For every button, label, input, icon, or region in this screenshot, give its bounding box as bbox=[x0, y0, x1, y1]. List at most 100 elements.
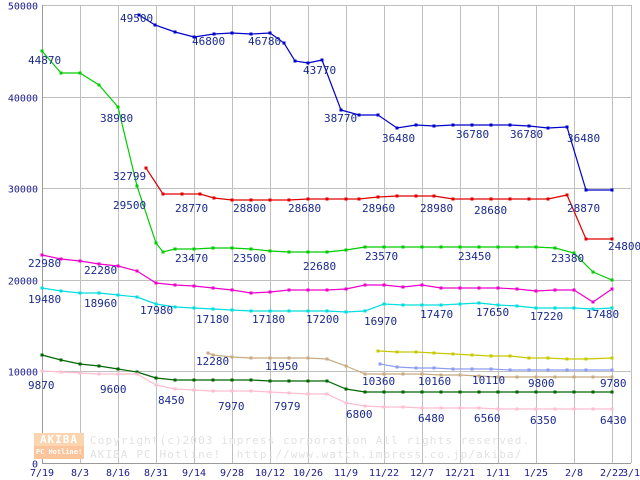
series-marker-red bbox=[565, 193, 569, 197]
data-label: 9800 bbox=[528, 377, 555, 390]
series-marker-cyan bbox=[401, 303, 405, 307]
x-axis-tick-labels: 7/19 8/3 8/16 8/31 9/14 9/28 10/12 10/26 11/9 11/… bbox=[30, 468, 640, 479]
akiba-logo-secondary-text: PC Hotline! bbox=[35, 448, 83, 456]
data-label: 22280 bbox=[84, 264, 117, 277]
data-label: 6480 bbox=[418, 412, 445, 425]
data-label: 28870 bbox=[567, 202, 600, 215]
series-marker-tan bbox=[306, 356, 310, 360]
series-marker-green bbox=[78, 71, 82, 75]
series-marker-blue bbox=[212, 32, 216, 36]
series-marker-periwinkle bbox=[414, 366, 418, 370]
series-marker-pink bbox=[420, 406, 424, 410]
series-marker-cyan bbox=[344, 310, 348, 314]
series-marker-red bbox=[584, 237, 588, 241]
series-marker-red bbox=[376, 195, 380, 199]
series-marker-green bbox=[344, 248, 348, 252]
series-marker-magenta bbox=[116, 264, 120, 268]
series-marker-olive bbox=[395, 350, 399, 354]
series-marker-darkgreen bbox=[515, 390, 519, 394]
series-marker-magenta bbox=[78, 259, 82, 263]
data-label: 9600 bbox=[100, 383, 127, 396]
series-marker-pink bbox=[477, 406, 481, 410]
series-marker-green bbox=[211, 246, 215, 250]
series-marker-blue bbox=[527, 124, 531, 128]
series-marker-magenta bbox=[325, 288, 329, 292]
series-marker-cyan bbox=[173, 305, 177, 309]
data-label: 17480 bbox=[586, 308, 619, 321]
series-line-red bbox=[145, 167, 612, 240]
series-marker-blue bbox=[508, 123, 512, 127]
series-marker-magenta bbox=[211, 286, 215, 290]
series-marker-cyan bbox=[591, 307, 595, 311]
series-marker-blue bbox=[489, 123, 493, 127]
series-marker-blue bbox=[173, 30, 177, 34]
series-marker-cyan bbox=[287, 309, 291, 313]
series-marker-olive bbox=[489, 354, 493, 358]
series-marker-red bbox=[344, 197, 348, 201]
data-label: 6560 bbox=[474, 412, 501, 425]
series-marker-darkgreen bbox=[401, 390, 405, 394]
series-marker-red bbox=[432, 194, 436, 198]
series-marker-pink bbox=[534, 407, 538, 411]
series-marker-magenta bbox=[135, 269, 139, 273]
series-marker-darkgreen bbox=[477, 390, 481, 394]
series-marker-red bbox=[198, 192, 202, 196]
series-marker-darkgreen bbox=[534, 390, 538, 394]
data-label: 38770 bbox=[324, 112, 357, 125]
series-marker-olive bbox=[414, 350, 418, 354]
data-label: 17180 bbox=[252, 313, 285, 326]
series-marker-green bbox=[572, 251, 576, 255]
series-marker-magenta bbox=[230, 288, 234, 292]
series-marker-darkgreen bbox=[610, 390, 614, 394]
data-label: 17650 bbox=[476, 306, 509, 319]
series-marker-periwinkle bbox=[546, 368, 550, 372]
series-marker-periwinkle bbox=[489, 367, 493, 371]
series-marker-darkgreen bbox=[439, 390, 443, 394]
series-marker-periwinkle bbox=[451, 367, 455, 371]
series-marker-magenta bbox=[477, 286, 481, 290]
series-marker-darkgreen bbox=[306, 379, 310, 383]
series-marker-tan bbox=[344, 364, 348, 368]
series-marker-pink bbox=[192, 388, 196, 392]
series-marker-pink bbox=[325, 392, 329, 396]
series-marker-cyan bbox=[211, 307, 215, 311]
series-marker-tan bbox=[230, 355, 234, 359]
series-marker-magenta bbox=[344, 287, 348, 291]
akiba-logo-top: AKIBA bbox=[34, 433, 84, 446]
series-marker-red bbox=[451, 197, 455, 201]
series-marker-darkgreen bbox=[325, 379, 329, 383]
x-tick-label: 8/31 bbox=[144, 468, 168, 479]
series-marker-cyan bbox=[78, 291, 82, 295]
series-marker-pink bbox=[382, 405, 386, 409]
data-label: 43770 bbox=[303, 64, 336, 77]
series-marker-cyan bbox=[496, 303, 500, 307]
series-marker-blue bbox=[546, 126, 550, 130]
akiba-logo-bottom: PC Hotline! bbox=[34, 446, 84, 459]
series-marker-periwinkle bbox=[610, 368, 614, 372]
series-marker-magenta bbox=[363, 283, 367, 287]
data-label: 17980 bbox=[140, 304, 173, 317]
series-marker-pink bbox=[610, 407, 614, 411]
series-marker-cyan bbox=[135, 295, 139, 299]
series-marker-magenta bbox=[173, 283, 177, 287]
x-tick-label: 12/21 bbox=[445, 468, 475, 479]
series-marker-blue bbox=[249, 32, 253, 36]
series-marker-red bbox=[357, 197, 361, 201]
data-label: 17470 bbox=[420, 308, 453, 321]
data-label: 6430 bbox=[600, 414, 627, 427]
series-marker-cyan bbox=[154, 302, 158, 306]
data-label: 24800 bbox=[608, 240, 640, 253]
series-marker-tan bbox=[287, 356, 291, 360]
data-label: 28960 bbox=[362, 202, 395, 215]
data-label: 49500 bbox=[120, 12, 153, 25]
series-marker-green bbox=[591, 270, 595, 274]
series-marker-red bbox=[414, 194, 418, 198]
series-marker-magenta bbox=[154, 281, 158, 285]
series-marker-blue bbox=[153, 23, 157, 27]
series-marker-periwinkle bbox=[508, 368, 512, 372]
series-marker-blue bbox=[339, 108, 343, 112]
data-label: 6800 bbox=[346, 408, 373, 421]
series-marker-green bbox=[154, 241, 158, 245]
series-marker-darkgreen bbox=[116, 367, 120, 371]
